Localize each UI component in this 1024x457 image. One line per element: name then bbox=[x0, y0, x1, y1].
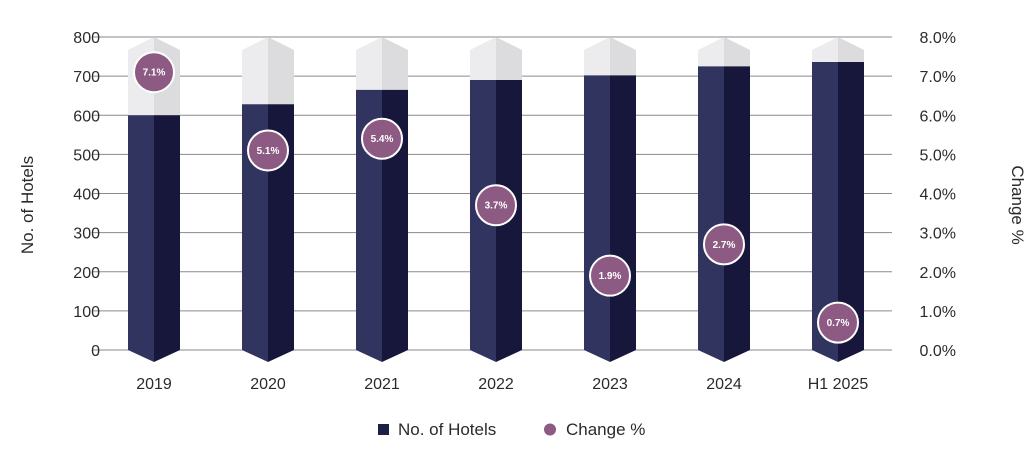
bar-cap-right bbox=[268, 37, 294, 105]
bars bbox=[128, 37, 864, 363]
left-tick-label: 500 bbox=[73, 147, 100, 164]
right-tick-label: 1.0% bbox=[920, 304, 956, 321]
bar-cap-left bbox=[812, 37, 838, 63]
change-marker-label: 1.9% bbox=[599, 271, 622, 282]
bar-cap-right bbox=[496, 37, 522, 81]
change-marker-dot bbox=[817, 301, 859, 344]
change-marker-dot bbox=[475, 184, 517, 227]
right-tick-label: 8.0% bbox=[920, 30, 956, 47]
bar-cap-right bbox=[724, 37, 750, 67]
category-label: 2022 bbox=[478, 376, 514, 393]
legend-hotels-label: No. of Hotels bbox=[398, 420, 496, 439]
bar-face-right bbox=[610, 75, 636, 362]
bar-cap-right bbox=[610, 37, 636, 76]
bar-cap-left bbox=[470, 37, 496, 81]
change-marker: 1.9% bbox=[589, 254, 631, 297]
change-marker-label: 2.7% bbox=[713, 240, 736, 251]
change-marker-label: 5.1% bbox=[257, 146, 280, 157]
change-marker: 5.1% bbox=[247, 129, 289, 172]
change-marker-label: 5.4% bbox=[371, 134, 394, 145]
bar-face-left bbox=[128, 115, 154, 362]
right-tick-label: 5.0% bbox=[920, 147, 956, 164]
legend-change-label: Change % bbox=[566, 420, 645, 439]
category-label: 2023 bbox=[592, 376, 628, 393]
legend-change-marker bbox=[544, 423, 556, 436]
legend-hotels-marker bbox=[378, 424, 389, 435]
right-tick-label: 3.0% bbox=[920, 226, 956, 243]
category-labels: 2019 2020 2021 2022 2023 2024 H1 2025 bbox=[136, 376, 868, 393]
left-tick-label: 400 bbox=[73, 187, 100, 204]
category-label: 2020 bbox=[250, 376, 286, 393]
change-marker-label: 3.7% bbox=[485, 201, 508, 212]
change-marker-dot bbox=[361, 117, 403, 160]
left-axis-title: No. of Hotels bbox=[18, 156, 37, 254]
bar bbox=[242, 37, 294, 363]
category-label: 2019 bbox=[136, 376, 172, 393]
category-label: 2024 bbox=[706, 376, 742, 393]
bar-face-left bbox=[812, 62, 838, 362]
change-marker-dot bbox=[133, 51, 175, 94]
change-markers: 7.1% 5.1% 5.4% 3.7% 1.9% 2.7% 0.7% bbox=[133, 51, 859, 344]
left-axis-ticks: 0 100 200 300 400 500 600 700 800 bbox=[73, 30, 100, 360]
right-tick-label: 6.0% bbox=[920, 108, 956, 125]
right-axis-title: Change % bbox=[1008, 165, 1024, 244]
change-marker-dot bbox=[589, 254, 631, 297]
left-tick-label: 100 bbox=[73, 304, 100, 321]
bar-face-left bbox=[698, 66, 724, 362]
bar bbox=[356, 37, 408, 362]
right-tick-label: 0.0% bbox=[920, 343, 956, 360]
right-tick-label: 2.0% bbox=[920, 265, 956, 282]
change-marker: 2.7% bbox=[703, 223, 745, 266]
left-tick-label: 200 bbox=[73, 265, 100, 282]
right-axis-ticks: 0.0% 1.0% 2.0% 3.0% 4.0% 5.0% 6.0% 7.0% 8.0% bbox=[920, 30, 956, 360]
change-marker-dot bbox=[703, 223, 745, 266]
bar-cap-left bbox=[584, 37, 610, 76]
change-marker: 0.7% bbox=[817, 301, 859, 344]
left-tick-label: 600 bbox=[73, 108, 100, 125]
bar-cap-left bbox=[242, 37, 268, 105]
left-tick-label: 0 bbox=[91, 343, 100, 360]
bar-cap-right bbox=[382, 37, 408, 90]
left-tick-label: 800 bbox=[73, 30, 100, 47]
bar-face-right bbox=[724, 66, 750, 362]
change-marker-label: 0.7% bbox=[827, 318, 850, 329]
category-label: H1 2025 bbox=[808, 376, 869, 393]
bar-face-left bbox=[584, 75, 610, 362]
right-tick-label: 7.0% bbox=[920, 69, 956, 86]
change-marker: 3.7% bbox=[475, 184, 517, 227]
left-tick-label: 300 bbox=[73, 226, 100, 243]
bar-cap-right bbox=[838, 37, 864, 63]
change-marker-dot bbox=[247, 129, 289, 172]
bar-cap-left bbox=[698, 37, 724, 67]
right-tick-label: 4.0% bbox=[920, 187, 956, 204]
left-tick-label: 700 bbox=[73, 69, 100, 86]
category-label: 2021 bbox=[364, 376, 400, 393]
change-marker: 7.1% bbox=[133, 51, 175, 94]
change-marker-label: 7.1% bbox=[143, 68, 166, 79]
bar-face-right bbox=[154, 115, 180, 362]
bar-cap-left bbox=[356, 37, 382, 90]
bar-face-right bbox=[838, 62, 864, 362]
legend: No. of Hotels Change % bbox=[378, 420, 645, 439]
bar bbox=[812, 37, 864, 362]
change-marker: 5.4% bbox=[361, 117, 403, 160]
bar bbox=[698, 37, 750, 362]
bar bbox=[584, 37, 636, 362]
